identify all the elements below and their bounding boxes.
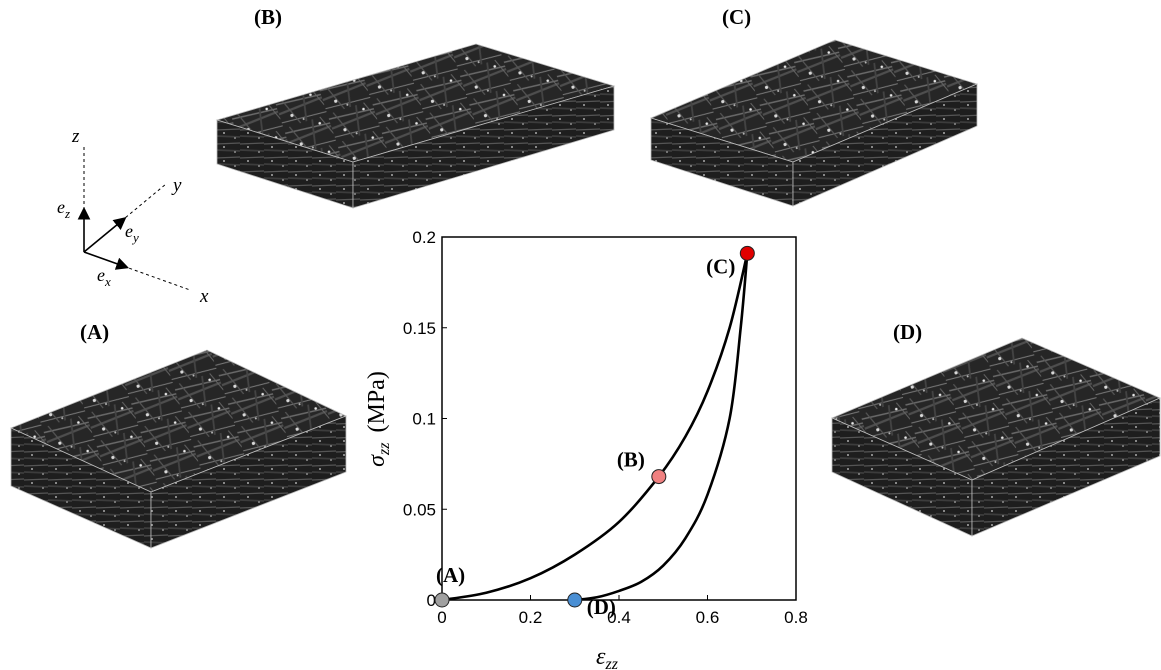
specimen-c-render bbox=[649, 39, 979, 207]
point-label-d: (D) bbox=[587, 595, 616, 619]
stress-strain-chart: 0 0.2 0.4 0.6 0.8 00.050.10.150.2 (A)(B)(C)(… bbox=[364, 228, 808, 670]
x-tick-label: 0.8 bbox=[784, 608, 808, 627]
x-tick-label: 0.4 bbox=[607, 608, 631, 627]
coordinate-axes-icon: z y x ez ey ex bbox=[57, 126, 209, 307]
ey-arrow bbox=[83, 216, 127, 253]
label-a-image: (A) bbox=[80, 320, 109, 344]
z-label: z bbox=[71, 126, 80, 147]
x-ticks: 0 0.2 0.4 0.6 0.8 bbox=[437, 595, 808, 627]
point-label-c: (C) bbox=[706, 254, 735, 278]
label-b-image: (B) bbox=[254, 5, 282, 29]
ex-arrow bbox=[83, 251, 130, 270]
point-c bbox=[739, 245, 755, 261]
specimen-b-render bbox=[215, 43, 616, 209]
point-label-a: (A) bbox=[436, 563, 465, 587]
point-label-b: (B) bbox=[617, 448, 645, 472]
curves bbox=[441, 253, 749, 602]
specimen-a-render bbox=[9, 349, 348, 549]
x-tick-label: 0.2 bbox=[519, 608, 543, 627]
y-tick-label: 0.05 bbox=[403, 500, 436, 519]
state-points: (A) (B) (C) (D) bbox=[434, 245, 755, 619]
point-d bbox=[567, 592, 583, 608]
x-tick-label: 0 bbox=[437, 608, 446, 627]
y-tick-label: 0.2 bbox=[412, 228, 436, 247]
label-c-image: (C) bbox=[722, 5, 751, 29]
label-d-image: (D) bbox=[893, 320, 922, 344]
y-ticks: 0 0.05 0.1 0.15 0.2 bbox=[403, 228, 447, 610]
svg-text:σzz(MPa): σzz(MPa) bbox=[364, 371, 393, 467]
x-axis-title: εzz bbox=[596, 644, 619, 670]
y-label: y bbox=[171, 175, 182, 196]
specimen-d-render bbox=[830, 337, 1161, 537]
unloading-curve bbox=[574, 253, 749, 602]
x-tick-label: 0.6 bbox=[696, 608, 720, 627]
y-tick-label: 0 bbox=[427, 591, 436, 610]
ex-label: ex bbox=[97, 265, 111, 289]
point-b bbox=[651, 469, 667, 485]
ey-label: ey bbox=[125, 221, 139, 245]
x-label: x bbox=[199, 286, 209, 307]
ez-label: ez bbox=[57, 197, 70, 221]
point-a bbox=[434, 592, 450, 608]
loading-curve bbox=[441, 253, 749, 602]
y-tick-label: 0.1 bbox=[412, 410, 436, 429]
y-axis-title: σzz(MPa) bbox=[364, 371, 393, 467]
y-tick-label: 0.15 bbox=[403, 319, 436, 338]
